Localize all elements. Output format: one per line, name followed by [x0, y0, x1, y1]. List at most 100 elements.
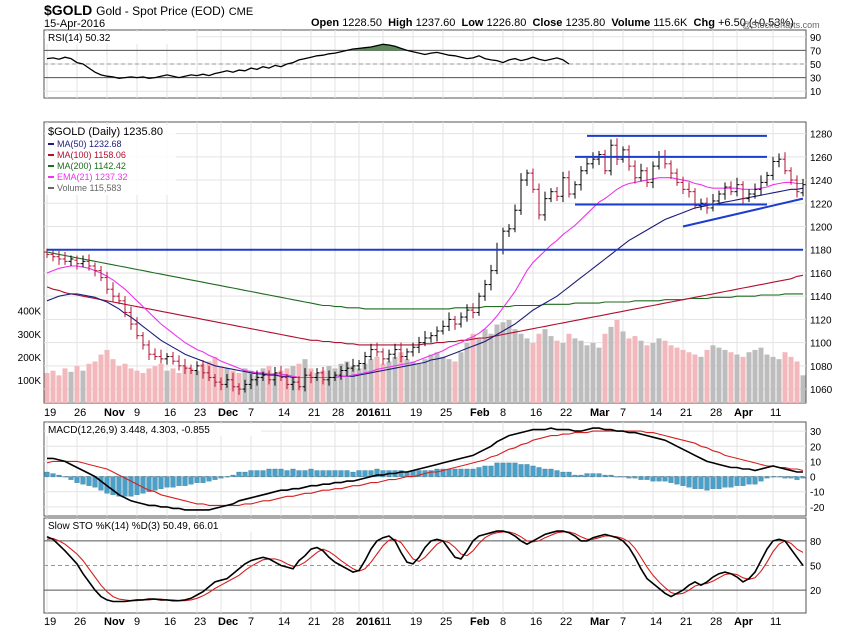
macd-histogram-bar — [122, 476, 128, 497]
volume-bar — [338, 363, 344, 403]
price-tick-label: 1160 — [810, 269, 832, 280]
x-axis-label: 19 — [410, 407, 422, 419]
macd-histogram-bar — [698, 476, 704, 489]
volume-bar — [602, 333, 608, 403]
volume-bar — [548, 336, 554, 403]
macd-histogram-bar — [716, 476, 722, 489]
volume-bar — [488, 333, 494, 403]
macd-histogram-bar — [218, 476, 224, 479]
quote-date: 15-Apr-2016 — [44, 18, 106, 30]
macd-histogram-bar — [206, 476, 212, 482]
volume-bar — [44, 373, 50, 403]
x-axis-label: 21 — [680, 407, 692, 419]
open-value: 1228.50 — [342, 17, 382, 29]
volume-bar — [590, 343, 596, 403]
macd-histogram-bar — [98, 476, 104, 491]
volume-bar — [146, 368, 152, 403]
macd-histogram-bar — [512, 462, 518, 477]
volume-bar — [128, 368, 134, 403]
stochastic-k-line — [46, 530, 804, 603]
macd-histogram-bar — [542, 468, 548, 477]
legend-entry: MA(50) 1232.68 — [57, 139, 122, 149]
volume-bar — [80, 370, 86, 403]
macd-histogram-bar — [284, 470, 290, 477]
macd-histogram-bar — [692, 476, 698, 489]
macd-histogram-bar — [500, 462, 506, 477]
macd-histogram-bar — [434, 468, 440, 477]
macd-histogram-bar — [314, 470, 320, 477]
rsi-label: RSI(14) 50.32 — [48, 33, 111, 44]
macd-histogram-bar — [308, 468, 314, 477]
volume-bar — [320, 370, 326, 403]
x-axis-label: Apr — [734, 407, 754, 419]
volume-tick-label: 100K — [18, 376, 42, 387]
rsi-tick-label: 70 — [810, 46, 822, 57]
macd-histogram-bar — [608, 474, 614, 477]
volume-bar — [482, 329, 488, 403]
volume-bar — [380, 363, 386, 403]
x-axis-label: Mar — [590, 616, 610, 628]
macd-histogram-bar — [482, 465, 488, 477]
macd-histogram-bar — [140, 476, 146, 494]
macd-histogram-bar — [80, 476, 86, 485]
x-axis-label: 14 — [278, 407, 290, 419]
x-axis-label: Feb — [470, 407, 490, 419]
ohlc-summary: Open 1228.50 High 1237.60 Low 1226.80 Cl… — [311, 17, 794, 29]
volume-bar — [704, 349, 710, 403]
symbol: $GOLD — [44, 2, 93, 18]
macd-histogram-bar — [638, 476, 644, 480]
x-axis-label: 26 — [74, 407, 86, 419]
volume-bar — [794, 361, 800, 403]
trend-line — [682, 197, 804, 228]
stochastic-panel: 20 50 80 Slow STO %K(14) %D(3) 50.49, 66.01 — [44, 520, 822, 603]
volume-bar — [764, 354, 770, 403]
macd-histogram-bar — [302, 470, 308, 477]
x-axis-label: 2016 — [356, 407, 380, 419]
macd-histogram-bar — [704, 476, 710, 491]
x-axis-label: Dec — [218, 407, 238, 419]
macd-histogram-bar — [116, 476, 122, 497]
volume-bar — [458, 352, 464, 403]
x-axis-label: 28 — [332, 407, 344, 419]
volume-bar — [362, 363, 368, 403]
macd-histogram-bar — [356, 470, 362, 477]
volume-bar — [62, 368, 68, 403]
volume-bar — [566, 333, 572, 403]
volume-bar — [182, 366, 188, 403]
macd-histogram-bar — [260, 470, 266, 477]
rsi-tick-label: 10 — [810, 87, 822, 98]
macd-histogram-bar — [548, 468, 554, 477]
x-axis-label: 16 — [530, 407, 542, 419]
volume-bar — [122, 363, 128, 403]
volume-bar — [632, 336, 638, 403]
volume-bar — [608, 326, 614, 403]
macd-histogram-bar — [242, 471, 248, 477]
volume-bar — [584, 345, 590, 403]
volume-bar — [572, 338, 578, 403]
macd-tick-label: -20 — [810, 503, 825, 514]
price-tick-label: 1100 — [810, 339, 832, 350]
x-axis-label: 28 — [710, 407, 722, 419]
macd-histogram-bar — [788, 476, 794, 479]
x-axis-label: 21 — [308, 407, 320, 419]
macd-histogram-bar — [464, 468, 470, 477]
legend-entry: MA(100) 1158.06 — [57, 150, 126, 160]
macd-histogram-bar — [158, 476, 164, 489]
macd-histogram-bar — [194, 476, 200, 483]
x-axis-label: 7 — [620, 616, 626, 628]
volume-bar — [398, 352, 404, 403]
x-axis-label: 19 — [410, 616, 422, 628]
volume-bar — [752, 349, 758, 403]
macd-histogram-bar — [416, 470, 422, 477]
macd-histogram-bar — [170, 476, 176, 488]
x-axis-label: Nov — [104, 407, 126, 419]
price-tick-label: 1140 — [810, 292, 832, 303]
macd-histogram-bar — [554, 470, 560, 477]
macd-histogram-bar — [338, 470, 344, 477]
x-axis-label: 7 — [248, 616, 254, 628]
volume-bar — [770, 356, 776, 403]
volume-bar — [536, 333, 542, 403]
macd-histogram-bar — [62, 476, 68, 478]
price-label: $GOLD (Daily) 1235.80 — [48, 126, 163, 138]
volume-bar — [200, 363, 206, 403]
